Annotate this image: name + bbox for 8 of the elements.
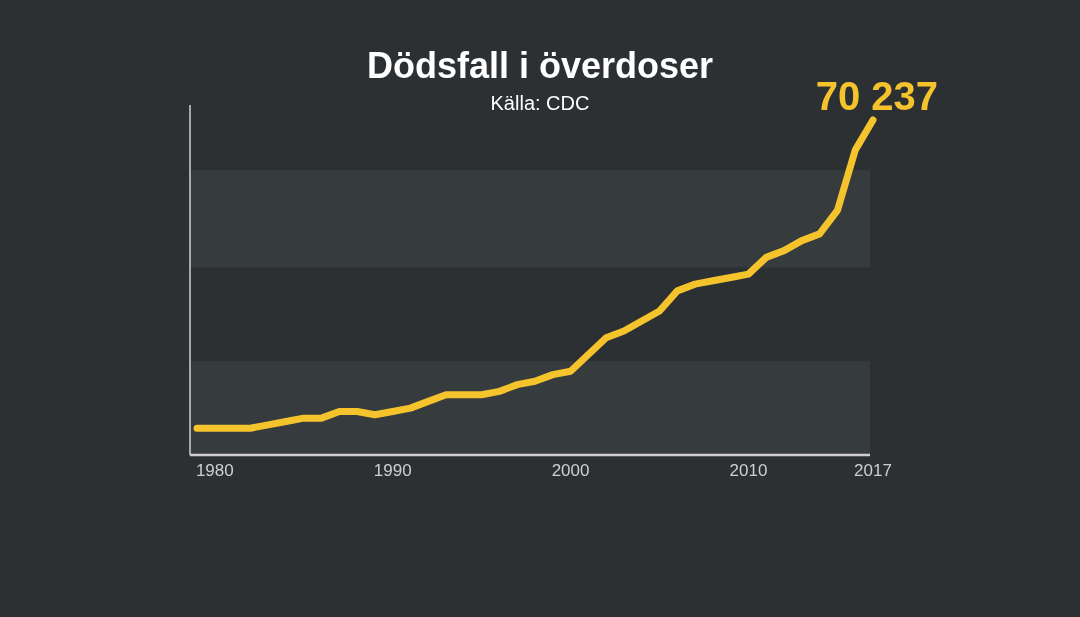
chart-title: Dödsfall i överdoser xyxy=(366,45,714,86)
x-tick-label: 1990 xyxy=(373,461,412,480)
x-tick-label: 1980 xyxy=(195,461,234,480)
annotation: 70 237 xyxy=(815,74,938,118)
x-tick-label: 2000 xyxy=(551,461,590,480)
x-tick-label: 2010 xyxy=(729,461,768,480)
x-tick-label: 2017 xyxy=(854,461,892,480)
chart-subtitle: Källa: CDC xyxy=(490,92,590,114)
